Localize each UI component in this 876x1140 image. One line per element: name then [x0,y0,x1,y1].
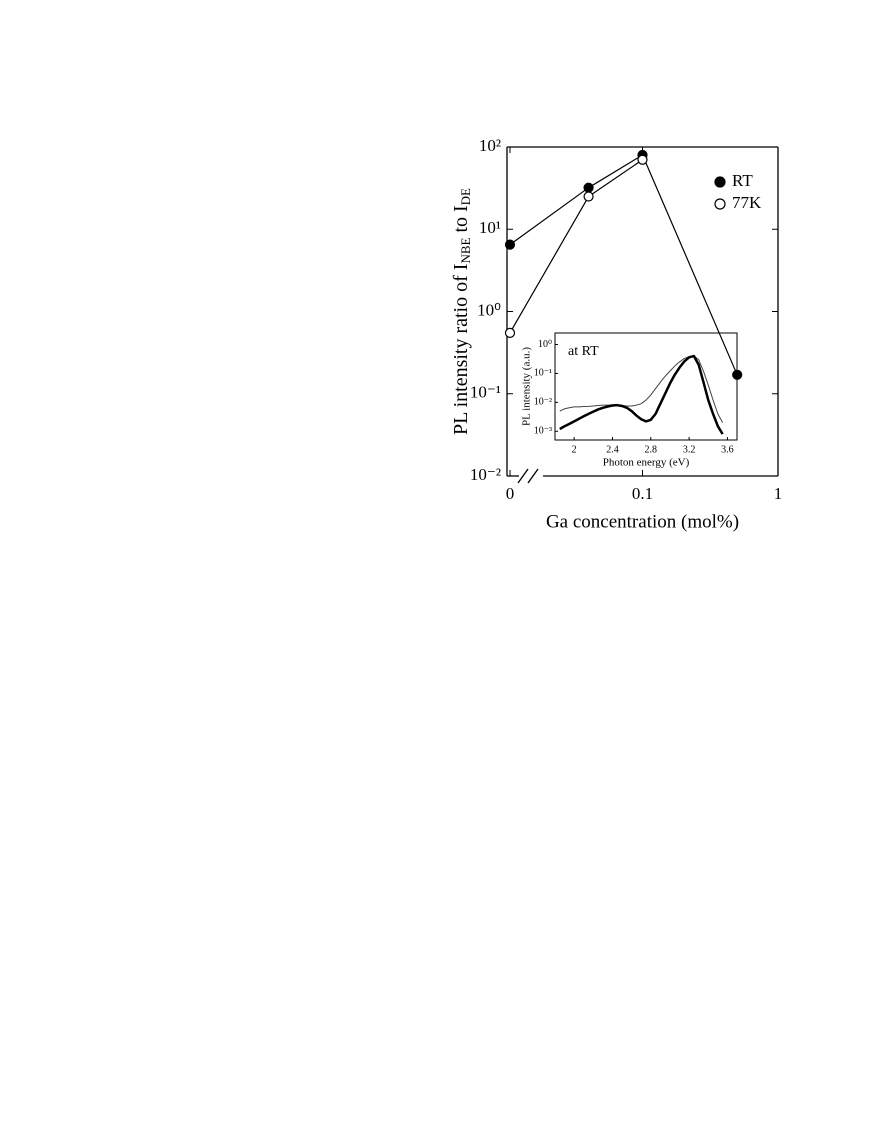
x-tick-label: 2 [572,444,577,455]
data-point [637,154,648,165]
legend-label: 77K [732,193,762,212]
legend-marker [714,176,726,188]
y-tick-label: 10² [479,136,501,155]
y-tick-label: 10⁻² [470,465,501,484]
y-axis-label-part: to I [450,205,472,237]
x-tick-label: 2.4 [606,444,619,455]
legend-marker [714,198,726,210]
inset-border [554,332,738,441]
y-axis-label-part: PL intensity ratio of I [450,264,472,435]
y-tick-label: 10⁻³ [534,426,552,437]
axis-break [517,468,529,484]
data-point [583,191,594,202]
annotation: at RT [568,344,599,359]
y-tick-label: 10⁰ [538,339,552,350]
axis-break [527,468,539,484]
y-tick-label: 10⁻² [534,397,552,408]
y-tick-label: 10⁻¹ [470,383,501,402]
y-axis-label: PL intensity (a.u.) [521,347,533,426]
y-axis-label: PL intensity ratio of INBE to IDE [450,188,473,435]
x-tick-label: 2.8 [645,444,658,455]
x-tick-label: 1 [774,484,783,503]
y-tick-label: 10⁰ [477,300,501,319]
x-tick-label: 3.6 [721,444,734,455]
legend-label: RT [732,171,753,190]
y-tick-label: 10¹ [479,218,501,237]
y-axis-label-part: DE [458,188,473,205]
x-tick-label: 0.1 [632,484,653,503]
y-tick-label: 10⁻¹ [534,368,552,379]
x-tick-label: 0 [506,484,515,503]
x-tick-label: 3.2 [683,444,696,455]
series-line [509,154,738,376]
data-point [504,327,516,338]
data-point [504,239,516,250]
series-line [559,354,724,435]
x-axis-label: Ga concentration (mol%) [546,511,739,532]
data-point [583,182,594,193]
x-axis-label: Photon energy (eV) [603,457,690,469]
y-axis-label-part: NBE [458,237,473,263]
